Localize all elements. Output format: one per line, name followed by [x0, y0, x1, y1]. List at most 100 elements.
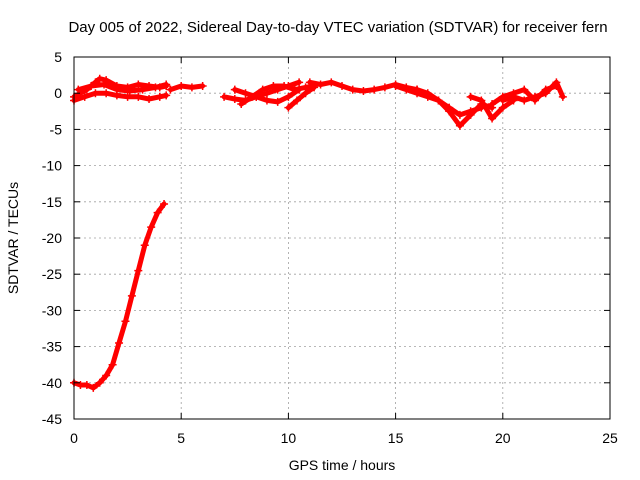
data-point [166, 85, 175, 94]
data-point [134, 80, 143, 89]
data-point [89, 383, 98, 392]
data-point [258, 85, 267, 94]
data-point [273, 97, 282, 106]
data-series [70, 74, 567, 392]
x-tick-label: 20 [495, 430, 511, 446]
data-point [115, 338, 124, 347]
data-point [230, 94, 239, 103]
data-point [391, 81, 400, 90]
data-point [121, 317, 130, 326]
data-point [370, 85, 379, 94]
data-point [305, 78, 314, 87]
data-point [284, 92, 293, 101]
data-point [262, 96, 271, 105]
data-point [455, 110, 464, 119]
x-tick-label: 15 [388, 430, 404, 446]
x-axis-label: GPS time / hours [289, 457, 396, 473]
data-point [488, 114, 497, 123]
y-tick-label: -30 [42, 302, 62, 318]
data-point [112, 85, 121, 94]
data-point [247, 92, 256, 101]
y-tick-label: -40 [42, 375, 62, 391]
data-point [477, 96, 486, 105]
data-point [102, 371, 111, 380]
x-tick-label: 25 [602, 430, 618, 446]
data-point [466, 110, 475, 119]
data-point [466, 92, 475, 101]
y-tick-label: -20 [42, 230, 62, 246]
axis-ticks [73, 56, 611, 420]
data-point [552, 78, 561, 87]
data-point [134, 92, 143, 101]
x-tick-labels: 0 5 10 15 20 25 [70, 430, 618, 446]
data-point [220, 92, 229, 101]
y-tick-label: -15 [42, 194, 62, 210]
grid [74, 57, 610, 419]
data-point [151, 83, 160, 92]
data-point [269, 81, 278, 90]
y-tick-label: -10 [42, 158, 62, 174]
data-point [187, 83, 196, 92]
data-point [95, 74, 104, 83]
data-point [237, 100, 246, 109]
y-tick-label: -25 [42, 266, 62, 282]
series-arc-8 [284, 83, 319, 112]
data-point [230, 85, 239, 94]
data-point [520, 96, 529, 105]
series-line [414, 87, 495, 129]
x-tick-label: 10 [281, 430, 297, 446]
data-point [488, 100, 497, 109]
data-point [280, 81, 289, 90]
data-point [359, 87, 368, 96]
data-point [327, 78, 336, 87]
data-point [138, 85, 147, 94]
data-point [558, 92, 567, 101]
data-point [102, 89, 111, 98]
data-point [413, 85, 422, 94]
y-tick-label: -45 [42, 411, 62, 427]
series-arc-14 [498, 78, 567, 105]
data-point [198, 81, 207, 90]
data-point [380, 83, 389, 92]
y-axis-label: SDTVAR / TECUs [5, 182, 21, 294]
data-point [153, 208, 162, 217]
data-point [177, 81, 186, 90]
data-point [134, 266, 143, 275]
data-point [520, 85, 529, 94]
series-arc-15 [70, 199, 169, 392]
data-point [423, 89, 432, 98]
series-line [285, 84, 317, 111]
data-point [80, 92, 89, 101]
x-tick-label: 0 [70, 430, 78, 446]
data-point [498, 103, 507, 112]
x-tick-label: 5 [177, 430, 185, 446]
data-point [91, 89, 100, 98]
series-arc-3 [74, 80, 171, 96]
data-point [316, 80, 325, 89]
data-point [108, 360, 117, 369]
series-line [168, 83, 206, 93]
data-point [125, 87, 134, 96]
y-tick-labels: 5 0 -5 -10 -15 -20 -25 -30 -35 -40 -45 [42, 49, 62, 427]
data-point [162, 91, 171, 100]
series-arc-4 [166, 81, 207, 94]
y-tick-label: -5 [50, 121, 63, 137]
data-point [74, 85, 83, 94]
data-point [509, 92, 518, 101]
data-point [295, 78, 304, 87]
series-line [71, 90, 169, 103]
series-line [71, 201, 167, 391]
series-arc-11 [413, 85, 497, 130]
data-point [155, 92, 164, 101]
data-point [434, 96, 443, 105]
data-point [140, 241, 149, 250]
data-point [82, 380, 91, 389]
data-point [541, 89, 550, 98]
series-arc-7 [237, 81, 319, 109]
data-point [100, 80, 109, 89]
data-point [284, 103, 293, 112]
data-point [292, 96, 301, 105]
series-arc-2 [70, 89, 171, 105]
data-point [455, 121, 464, 130]
